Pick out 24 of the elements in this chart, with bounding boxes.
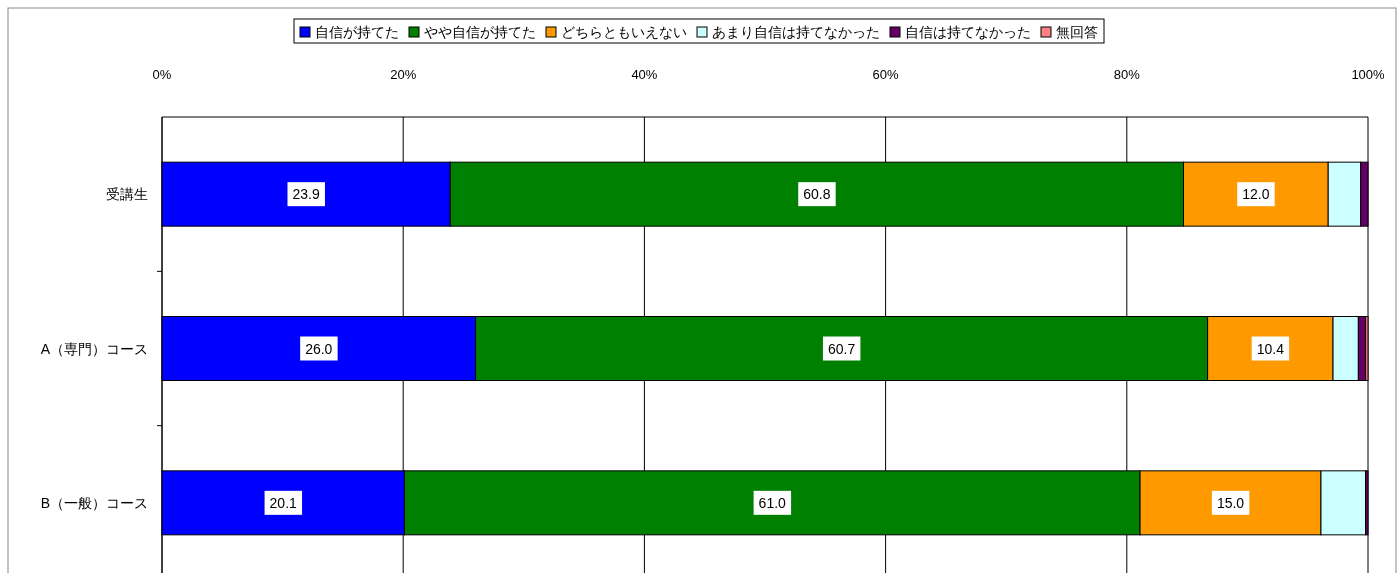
data-label: 61.0 <box>758 494 787 511</box>
legend-label: やや自信が持てた <box>424 24 536 40</box>
data-label: 26.0 <box>305 340 333 357</box>
legend-label: 自信が持てた <box>315 24 399 40</box>
data-label: 12.0 <box>1242 186 1270 203</box>
data-label: 23.9 <box>292 186 320 203</box>
legend-label: 無回答 <box>1056 24 1098 40</box>
x-tick-label: 100% <box>1351 67 1386 82</box>
x-tick-label: 80% <box>1113 67 1141 82</box>
data-label: 15.0 <box>1216 494 1245 511</box>
x-tick-label: 0% <box>152 67 172 82</box>
x-tick-label: 20% <box>390 67 417 82</box>
data-label: 10.4 <box>1256 340 1285 357</box>
y-tick-label: 受講生 <box>106 186 148 203</box>
y-tick-label: A（専門）コース <box>40 340 148 357</box>
legend-label: 自信は持てなかった <box>905 24 1031 40</box>
data-label: 60.7 <box>827 340 856 357</box>
data-label: 60.8 <box>803 186 831 203</box>
legend-label: あまり自信は持てなかった <box>712 24 880 40</box>
x-tick-label: 40% <box>631 67 658 82</box>
data-label: 20.1 <box>269 494 298 511</box>
y-tick-label: B（一般）コース <box>40 494 148 511</box>
legend-label: どちらともいえない <box>561 24 687 40</box>
x-tick-label: 60% <box>872 67 900 82</box>
